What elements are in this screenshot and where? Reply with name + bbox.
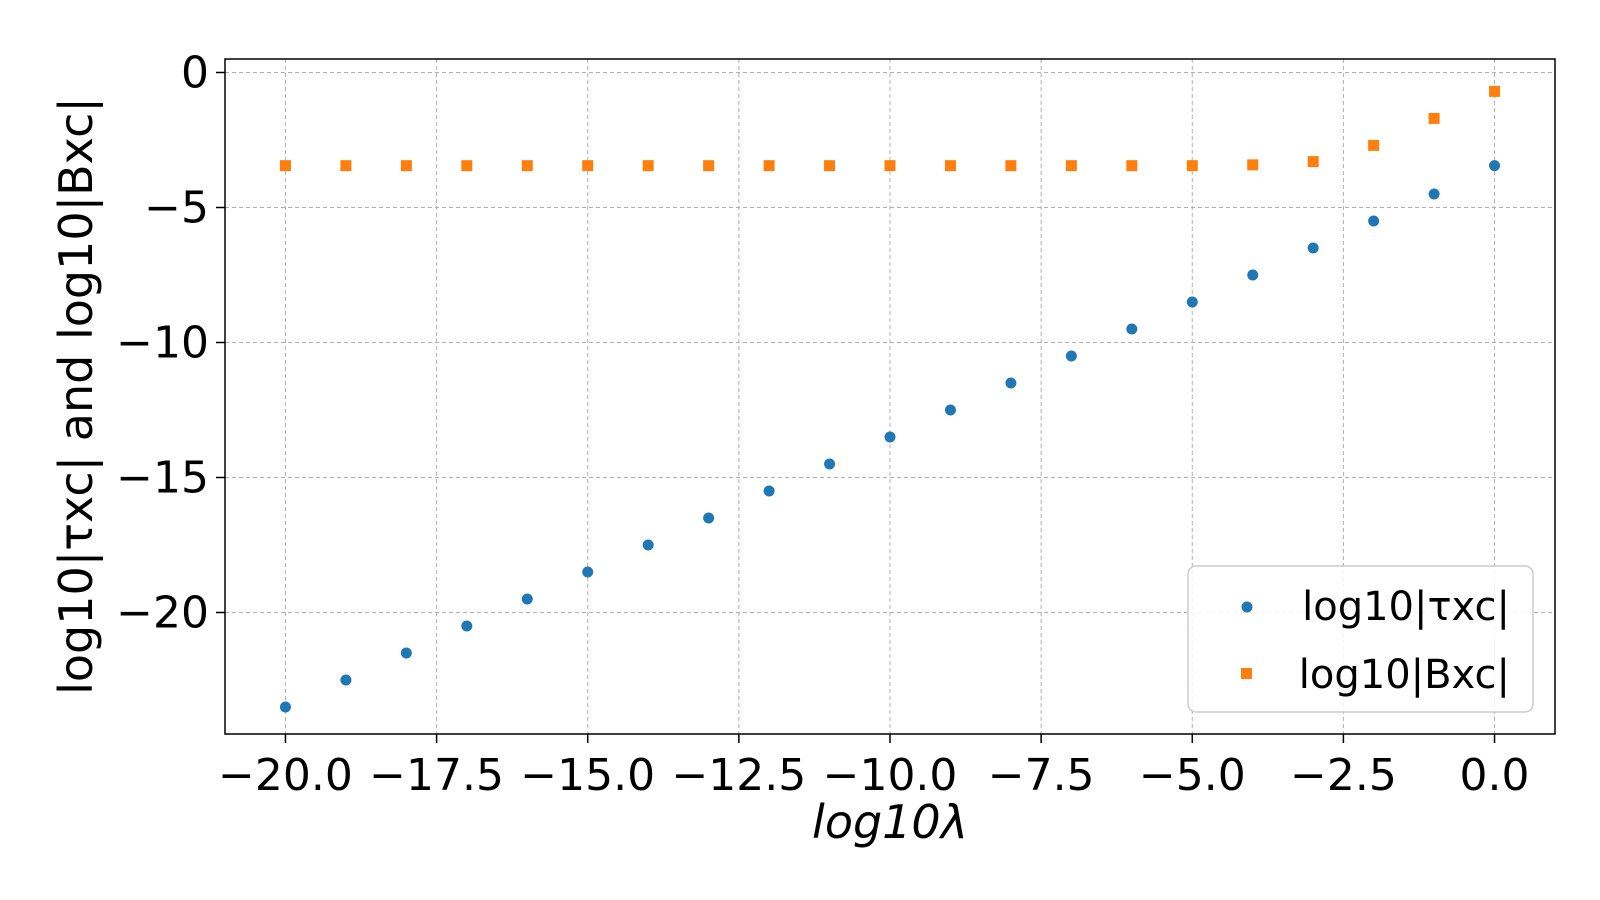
- data-point-bxc: [400, 160, 412, 172]
- data-point-tauxc: [1368, 215, 1380, 227]
- data-point-bxc: [763, 160, 775, 172]
- data-point-tauxc: [521, 593, 533, 605]
- data-point-bxc: [1126, 160, 1138, 172]
- x-axis-label: log10λ: [812, 795, 968, 849]
- x-tick-label: −10.0: [823, 750, 958, 801]
- y-tick-label: 0: [181, 48, 209, 99]
- data-point-tauxc: [703, 512, 715, 524]
- x-tick-label: −12.5: [671, 750, 806, 801]
- data-point-tauxc: [1247, 269, 1259, 281]
- data-point-bxc: [1247, 159, 1259, 171]
- data-point-tauxc: [279, 701, 291, 713]
- y-axis-label: log10|τxc| and log10|Bxc|: [49, 97, 104, 695]
- data-point-tauxc: [944, 404, 956, 416]
- data-point-bxc: [1065, 160, 1077, 172]
- x-tick-label: 0.0: [1460, 750, 1530, 801]
- legend-label-b: log10|Bxc|: [1299, 652, 1510, 698]
- x-tick-label: −15.0: [520, 750, 655, 801]
- data-point-bxc: [642, 160, 654, 172]
- data-point-bxc: [1368, 139, 1380, 151]
- x-tick-label: −17.5: [369, 750, 504, 801]
- data-point-bxc: [1307, 156, 1319, 168]
- data-point-tauxc: [1186, 296, 1198, 308]
- y-tick-label: −10: [116, 318, 209, 369]
- legend-marker-b: [1241, 668, 1252, 679]
- data-point-bxc: [582, 160, 594, 172]
- x-tick-label: −7.5: [988, 750, 1095, 801]
- data-point-tauxc: [400, 647, 412, 659]
- y-tick-label: −20: [116, 588, 209, 639]
- data-point-bxc: [884, 160, 896, 172]
- data-point-bxc: [340, 160, 352, 172]
- data-point-bxc: [1428, 112, 1440, 124]
- legend-marker-tau: [1241, 601, 1253, 613]
- y-tick-labels: 0 −5 −10 −15 −20: [116, 48, 209, 639]
- data-point-tauxc: [884, 431, 896, 443]
- data-point-tauxc: [461, 620, 473, 632]
- x-tick-label: −20.0: [218, 750, 353, 801]
- data-point-bxc: [944, 160, 956, 172]
- legend: log10|τxc| log10|Bxc|: [1187, 565, 1534, 713]
- data-points: [279, 85, 1501, 713]
- data-point-tauxc: [763, 485, 775, 497]
- data-point-tauxc: [1005, 377, 1017, 389]
- data-point-tauxc: [1489, 160, 1501, 172]
- data-point-tauxc: [1307, 242, 1319, 254]
- data-point-bxc: [521, 160, 533, 172]
- data-point-tauxc: [642, 539, 654, 551]
- legend-label-tau: log10|τxc|: [1302, 584, 1510, 630]
- data-point-tauxc: [340, 674, 352, 686]
- y-tick-label: −5: [144, 183, 209, 234]
- data-point-bxc: [461, 160, 473, 172]
- data-point-bxc: [1005, 160, 1017, 172]
- data-point-bxc: [703, 160, 715, 172]
- tick-marks: [216, 71, 1496, 743]
- data-point-bxc: [1186, 160, 1198, 172]
- data-point-tauxc: [1428, 188, 1440, 200]
- data-point-bxc: [279, 160, 291, 172]
- x-tick-label: −5.0: [1139, 750, 1246, 801]
- data-point-tauxc: [582, 566, 594, 578]
- data-point-tauxc: [1065, 350, 1077, 362]
- data-point-bxc: [1489, 85, 1501, 97]
- data-point-tauxc: [824, 458, 836, 470]
- x-tick-labels: −20.0 −17.5 −15.0 −12.5 −10.0 −7.5 −5.0 −2.5 0.0: [218, 750, 1530, 801]
- x-tick-label: −2.5: [1290, 750, 1397, 801]
- data-point-bxc: [824, 160, 836, 172]
- data-point-tauxc: [1126, 323, 1138, 335]
- y-tick-label: −15: [116, 453, 209, 504]
- legend-box: [1187, 565, 1534, 713]
